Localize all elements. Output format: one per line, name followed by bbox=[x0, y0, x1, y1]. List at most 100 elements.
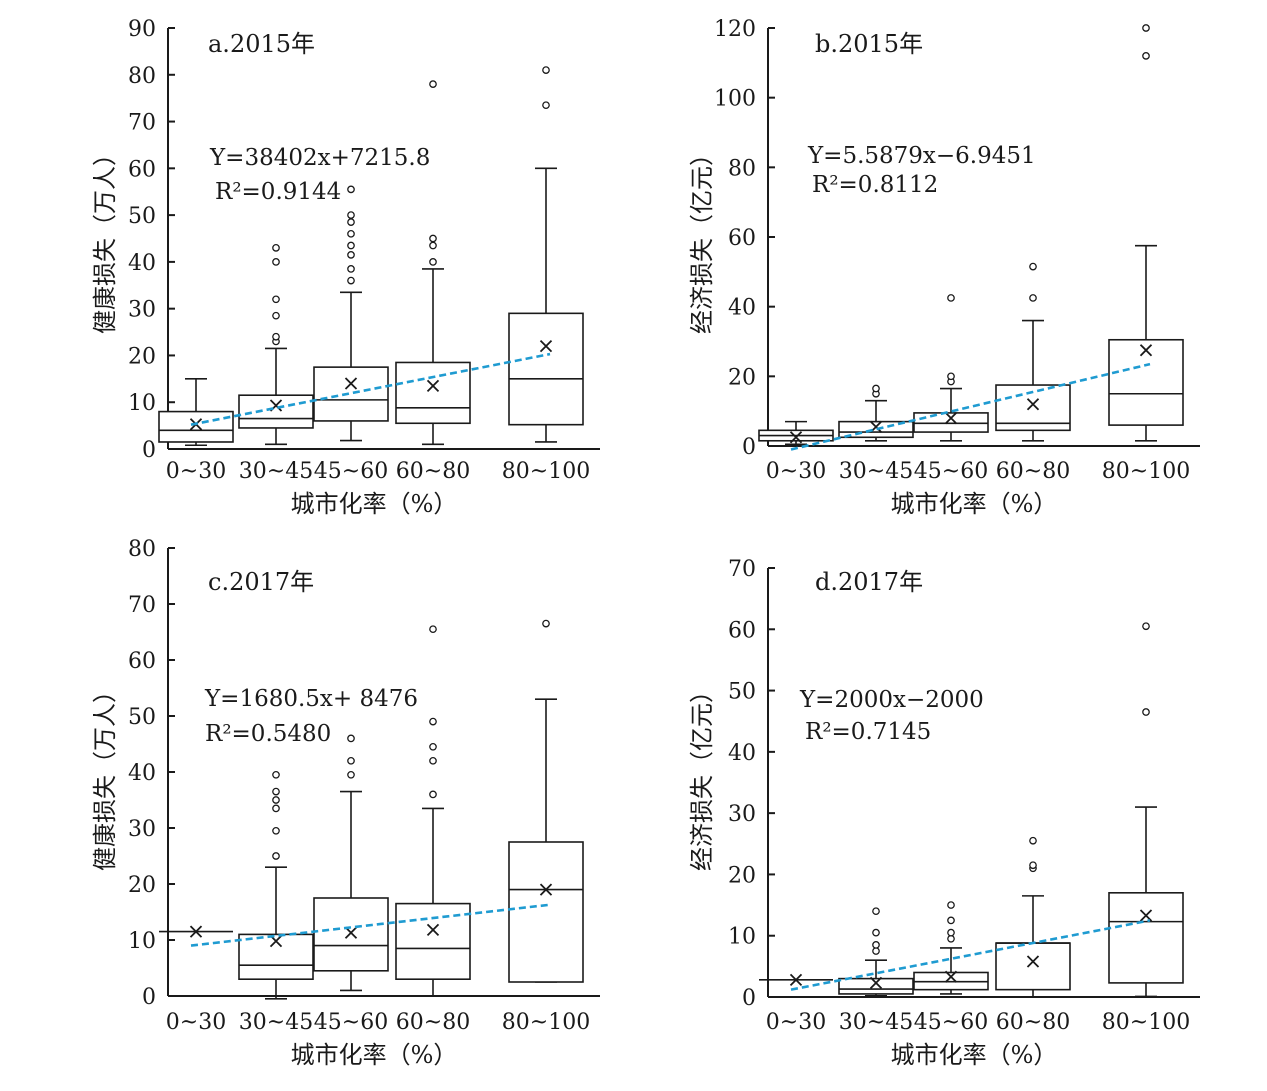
regression-equation: Y=2000x−2000 bbox=[799, 687, 984, 713]
trend-line bbox=[190, 903, 551, 947]
outlier-point bbox=[872, 907, 880, 916]
mean-marker bbox=[426, 379, 440, 392]
iqr-box bbox=[508, 312, 584, 426]
x-tick-label: 0~30 bbox=[766, 1010, 826, 1035]
y-tick-label: 70 bbox=[728, 557, 756, 582]
outlier-point bbox=[272, 258, 280, 266]
panel-title: d.2017年 bbox=[815, 568, 923, 596]
mean-marker bbox=[869, 976, 883, 990]
mean-marker bbox=[789, 431, 803, 444]
trend-line bbox=[790, 919, 1151, 991]
outlier-point bbox=[272, 796, 280, 804]
outlier-point bbox=[429, 258, 437, 266]
y-tick-label: 80 bbox=[128, 537, 156, 562]
y-tick-label: 50 bbox=[128, 204, 156, 229]
y-tick-label: 70 bbox=[128, 593, 156, 618]
chart-panel-2: 0 10 20 30 40 50 60 70 80 0~30 30~45 45~60 60~80 80~1… bbox=[91, 537, 600, 1069]
panel-title: a.2015年 bbox=[208, 30, 315, 58]
iqr-box bbox=[913, 412, 989, 433]
outlier-point bbox=[947, 901, 955, 909]
box-2 bbox=[313, 734, 389, 992]
x-tick-label: 30~45 bbox=[239, 459, 313, 484]
y-tick-label: 20 bbox=[728, 365, 756, 390]
regression-equation: Y=5.5879x−6.9451 bbox=[807, 143, 1036, 169]
mean-marker bbox=[426, 923, 440, 937]
x-tick-label: 0~30 bbox=[166, 1010, 226, 1035]
mean-marker bbox=[344, 377, 358, 390]
outlier-point bbox=[347, 756, 355, 765]
y-tick-label: 40 bbox=[728, 741, 756, 766]
mean-marker bbox=[539, 883, 553, 896]
outlier-point bbox=[947, 928, 955, 937]
r-squared: R²=0.8112 bbox=[812, 172, 938, 198]
outlier-point bbox=[272, 244, 280, 252]
outlier-point bbox=[347, 265, 355, 273]
y-tick-label: 0 bbox=[742, 435, 756, 460]
r-squared: R²=0.5480 bbox=[205, 721, 331, 747]
y-tick-label: 40 bbox=[128, 761, 156, 786]
box-3 bbox=[995, 836, 1071, 998]
outlier-point bbox=[272, 852, 280, 860]
y-tick-label: 70 bbox=[128, 111, 156, 136]
box-2 bbox=[313, 185, 389, 442]
outlier-point bbox=[872, 947, 880, 955]
box-0 bbox=[759, 973, 833, 986]
outlier-point bbox=[347, 241, 355, 250]
panel-title: b.2015年 bbox=[815, 30, 923, 58]
outlier-point bbox=[347, 185, 355, 194]
x-tick-label: 45~60 bbox=[314, 459, 388, 484]
y-tick-label: 40 bbox=[128, 251, 156, 276]
y-tick-label: 20 bbox=[728, 863, 756, 888]
outlier-point bbox=[947, 934, 955, 943]
mean-marker bbox=[539, 339, 553, 353]
outlier-point bbox=[872, 928, 880, 937]
outlier-point bbox=[947, 294, 955, 302]
iqr-box bbox=[838, 977, 914, 995]
y-tick-label: 80 bbox=[728, 156, 756, 181]
outlier-point bbox=[272, 332, 280, 341]
outlier-point bbox=[347, 211, 355, 219]
box-4 bbox=[508, 66, 584, 443]
y-tick-label: 120 bbox=[714, 17, 756, 42]
trend-line bbox=[790, 362, 1151, 451]
y-tick-label: 50 bbox=[728, 680, 756, 705]
box-4 bbox=[1108, 24, 1184, 442]
outlier-point bbox=[347, 218, 355, 226]
y-tick-label: 0 bbox=[742, 986, 756, 1011]
regression-equation: Y=1680.5x+ 8476 bbox=[204, 686, 418, 712]
r-squared: R²=0.7145 bbox=[805, 719, 931, 745]
box-1 bbox=[838, 907, 914, 997]
outlier-point bbox=[872, 384, 880, 393]
mean-marker bbox=[944, 411, 958, 425]
r-squared: R²=0.9144 bbox=[215, 179, 341, 205]
x-tick-label: 0~30 bbox=[166, 459, 226, 484]
y-tick-label: 60 bbox=[128, 649, 156, 674]
outlier-point bbox=[347, 276, 355, 285]
y-tick-label: 50 bbox=[128, 705, 156, 730]
outlier-point bbox=[542, 66, 550, 74]
box-3 bbox=[395, 625, 471, 997]
box-1 bbox=[238, 770, 314, 1000]
y-tick-label: 100 bbox=[714, 87, 756, 112]
outlier-point bbox=[272, 770, 280, 779]
y-tick-label: 80 bbox=[128, 64, 156, 89]
y-tick-label: 60 bbox=[728, 618, 756, 643]
box-2 bbox=[913, 901, 989, 995]
x-tick-label: 80~100 bbox=[502, 1010, 590, 1035]
x-axis-title: 城市化率（%） bbox=[291, 1041, 458, 1069]
outlier-point bbox=[347, 251, 355, 259]
outlier-point bbox=[347, 229, 355, 238]
iqr-box bbox=[313, 897, 389, 972]
outlier-point bbox=[429, 234, 437, 243]
mean-marker bbox=[1026, 955, 1040, 968]
mean-marker bbox=[1026, 398, 1040, 411]
box-3 bbox=[395, 80, 471, 446]
outlier-point bbox=[542, 101, 550, 110]
x-tick-label: 80~100 bbox=[1102, 459, 1190, 484]
box-2 bbox=[913, 294, 989, 442]
x-tick-label: 60~80 bbox=[396, 1010, 470, 1035]
iqr-box bbox=[508, 841, 584, 983]
mean-marker bbox=[789, 973, 803, 986]
outlier-point bbox=[1142, 622, 1150, 631]
y-tick-label: 40 bbox=[728, 296, 756, 321]
